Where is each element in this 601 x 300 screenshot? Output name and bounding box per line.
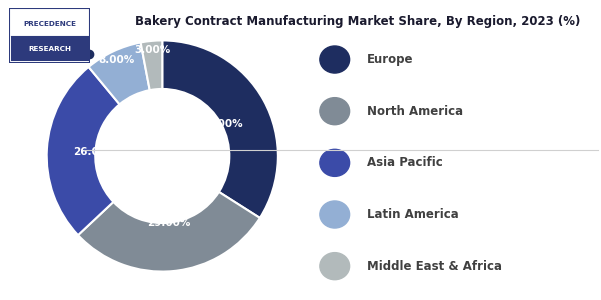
Wedge shape: [47, 67, 120, 235]
Circle shape: [320, 98, 350, 125]
Wedge shape: [78, 192, 260, 272]
Wedge shape: [141, 40, 162, 90]
Text: 8.00%: 8.00%: [99, 55, 135, 65]
Text: 26.00%: 26.00%: [73, 147, 117, 157]
Text: Asia Pacific: Asia Pacific: [367, 156, 443, 169]
Text: RESEARCH: RESEARCH: [28, 46, 71, 52]
Circle shape: [320, 253, 350, 280]
Wedge shape: [88, 43, 150, 104]
FancyBboxPatch shape: [9, 8, 90, 63]
Wedge shape: [162, 40, 278, 218]
Circle shape: [320, 201, 350, 228]
Text: 3.00%: 3.00%: [134, 45, 171, 55]
Circle shape: [320, 149, 350, 176]
Text: 34.00%: 34.00%: [199, 119, 243, 129]
Text: PRECEDENCE: PRECEDENCE: [23, 21, 76, 27]
Text: North America: North America: [367, 105, 463, 118]
Text: Latin America: Latin America: [367, 208, 459, 221]
FancyBboxPatch shape: [11, 38, 88, 61]
Circle shape: [320, 46, 350, 73]
Text: 29.00%: 29.00%: [147, 218, 191, 228]
Text: Europe: Europe: [367, 53, 413, 66]
Text: Bakery Contract Manufacturing Market Share, By Region, 2023 (%): Bakery Contract Manufacturing Market Sha…: [135, 14, 581, 28]
Text: Middle East & Africa: Middle East & Africa: [367, 260, 502, 273]
